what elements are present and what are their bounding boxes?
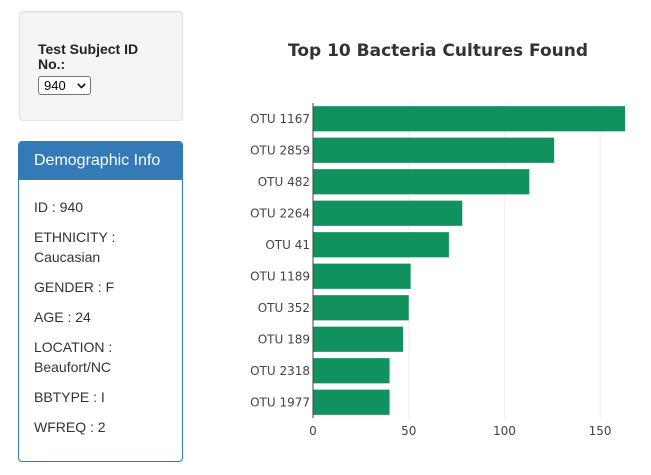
subject-id-select[interactable]: 940 — [38, 76, 91, 95]
bar — [313, 295, 409, 321]
meta-age: AGE : 24 — [34, 309, 91, 325]
x-tick-label: 50 — [401, 424, 416, 438]
bar — [313, 358, 390, 384]
bar — [313, 169, 530, 195]
demographic-info-panel: Demographic Info ID : 940 ETHNICITY : Ca… — [18, 141, 183, 462]
meta-ethnicity: ETHNICITY : Caucasian — [34, 229, 116, 265]
x-tick-label: 0 — [309, 424, 317, 438]
demographic-info-heading: Demographic Info — [19, 142, 182, 180]
bar-chart-container: Top 10 Bacteria Cultures Found 0 50 100 150 O… — [230, 30, 648, 470]
meta-gender: GENDER : F — [34, 279, 115, 295]
bar — [313, 200, 463, 226]
bar — [313, 389, 390, 415]
top-ten-bar-chart: Top 10 Bacteria Cultures Found 0 50 100 150 O… — [250, 41, 625, 438]
chart-title: Top 10 Bacteria Cultures Found — [288, 41, 588, 61]
y-tick-label: OTU 352 — [258, 301, 310, 315]
bar — [313, 326, 403, 352]
meta-bbtype: BBTYPE : I — [34, 389, 105, 405]
bar — [313, 106, 625, 132]
bar — [313, 263, 411, 289]
subject-select-label: Test Subject ID No.: — [38, 41, 139, 72]
y-tick-label: OTU 189 — [258, 332, 310, 346]
y-tick-label: OTU 482 — [258, 175, 310, 189]
x-tick-label: 150 — [589, 424, 612, 438]
meta-id: ID : 940 — [34, 199, 84, 215]
bar — [313, 232, 449, 258]
bar — [313, 137, 555, 163]
y-tick-label: OTU 1977 — [250, 395, 310, 409]
subject-select-well: Test Subject ID No.: 940 — [19, 11, 183, 121]
y-tick-label: OTU 2318 — [250, 364, 310, 378]
meta-wfreq: WFREQ : 2 — [34, 419, 106, 435]
meta-location: LOCATION : Beaufort/NC — [34, 339, 113, 375]
chevron-down-icon — [77, 82, 86, 89]
x-tick-label: 100 — [493, 424, 516, 438]
y-tick-label: OTU 1167 — [250, 112, 310, 126]
y-tick-label: OTU 1189 — [250, 269, 310, 283]
y-tick-label: OTU 2859 — [250, 143, 310, 157]
y-tick-label: OTU 41 — [265, 238, 310, 252]
y-tick-label: OTU 2264 — [250, 206, 310, 220]
demographic-info-body: ID : 940 ETHNICITY : Caucasian GENDER : … — [19, 180, 182, 437]
subject-id-selected-value: 940 — [44, 78, 66, 93]
